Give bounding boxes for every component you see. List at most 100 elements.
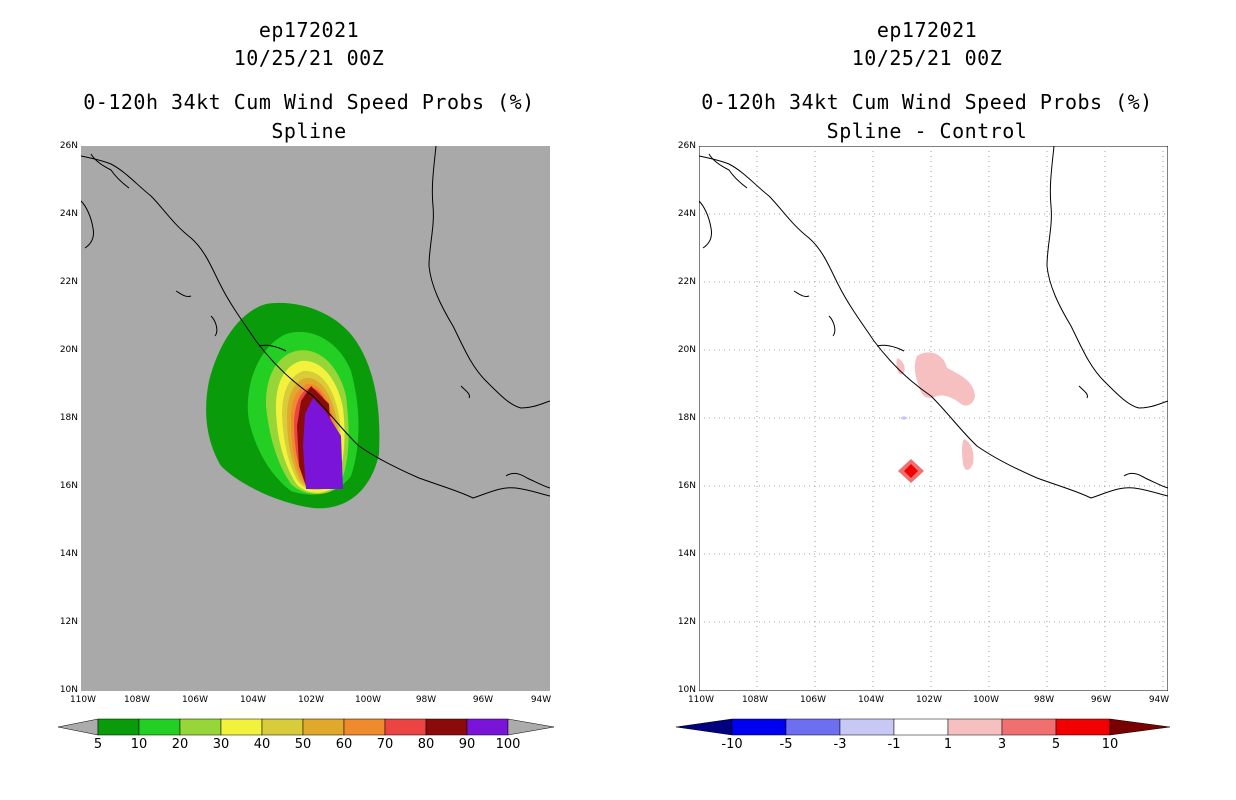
colorbar-segment-neg3-neg1 bbox=[839, 718, 895, 736]
colorbar-left-arrow bbox=[58, 718, 99, 736]
y-tick-label: 18N bbox=[677, 413, 696, 423]
left-panel: ep172021 10/25/21 00Z 0-120h 34kt Cum Wi… bbox=[58, 18, 554, 752]
colorbar-label: 50 bbox=[294, 737, 312, 752]
y-tick-label: 22N bbox=[677, 277, 696, 287]
x-tick-label: 94W bbox=[1148, 695, 1170, 705]
y-tick-label: 16N bbox=[59, 481, 78, 491]
x-tick-label: 94W bbox=[530, 695, 552, 705]
colorbar-label: -5 bbox=[779, 737, 793, 752]
colorbar-label: -10 bbox=[721, 737, 743, 752]
difference-map bbox=[698, 145, 1169, 692]
colorbar-label: 70 bbox=[376, 737, 394, 752]
colorbar-label: 10 bbox=[130, 737, 148, 752]
x-tick-label: 96W bbox=[1090, 695, 1112, 705]
x-tick-label: 104W bbox=[239, 695, 267, 705]
y-tick-label: 14N bbox=[59, 549, 78, 559]
colorbar-left-arrow bbox=[676, 718, 733, 736]
contour-1-3-east bbox=[962, 439, 974, 470]
map-background bbox=[698, 145, 1169, 692]
colorbar-label: 60 bbox=[335, 737, 353, 752]
colorbar-right-arrow bbox=[507, 718, 554, 736]
y-tick-label: 24N bbox=[677, 209, 696, 219]
right-panel: ep172021 10/25/21 00Z 0-120h 34kt Cum Wi… bbox=[618, 0, 1236, 800]
x-tick-label: 106W bbox=[181, 695, 209, 705]
colorbar-segment-70-80 bbox=[384, 718, 427, 736]
colorbar-segment-40-50 bbox=[261, 718, 304, 736]
y-tick-label: 22N bbox=[59, 277, 78, 287]
x-tick-label: 98W bbox=[415, 695, 437, 705]
y-tick-label: 20N bbox=[59, 345, 78, 355]
plot-title: 0-120h 34kt Cum Wind Speed Probs (%) bbox=[701, 90, 1153, 114]
x-tick-label: 104W bbox=[857, 695, 885, 705]
x-tick-label: 98W bbox=[1033, 695, 1055, 705]
contour-100 bbox=[303, 398, 343, 489]
colorbar-segment-60-70 bbox=[343, 718, 386, 736]
x-tick-label: 96W bbox=[472, 695, 494, 705]
x-tick-label: 100W bbox=[972, 695, 1000, 705]
y-tick-label: 12N bbox=[59, 617, 78, 627]
x-tick-label: 108W bbox=[123, 695, 151, 705]
contour-neg-1 bbox=[900, 416, 908, 420]
contour-1-3-west bbox=[896, 358, 905, 375]
probability-contours bbox=[206, 302, 380, 509]
colorbar-segment-10-20 bbox=[138, 718, 181, 736]
difference-colorbar bbox=[676, 718, 1171, 736]
contour-5-10-diamond bbox=[904, 464, 918, 478]
colorbar-segment-1-3 bbox=[947, 718, 1003, 736]
plot-title: 0-120h 34kt Cum Wind Speed Probs (%) bbox=[83, 90, 535, 114]
x-tick-label: 110W bbox=[69, 695, 97, 705]
y-tick-label: 26N bbox=[59, 141, 78, 151]
colorbar-label: 80 bbox=[417, 737, 435, 752]
y-tick-label: 24N bbox=[59, 209, 78, 219]
colorbar-right-arrow bbox=[1109, 718, 1171, 736]
probability-map bbox=[80, 145, 551, 691]
colorbar-label: 1 bbox=[943, 737, 953, 752]
x-tick-label: 102W bbox=[915, 695, 943, 705]
colorbar-segment-3-5 bbox=[1001, 718, 1057, 736]
colorbar-segment-neg5-neg3 bbox=[785, 718, 841, 736]
colorbar-label: 10 bbox=[1101, 737, 1119, 752]
colorbar-label: -1 bbox=[887, 737, 901, 752]
storm-id: ep172021 bbox=[876, 18, 978, 42]
colorbar-segment-20-30 bbox=[179, 718, 222, 736]
colorbar-label: 20 bbox=[171, 737, 189, 752]
y-tick-label: 14N bbox=[677, 549, 696, 559]
colorbar-label: 40 bbox=[253, 737, 271, 752]
storm-id: ep172021 bbox=[258, 18, 360, 42]
plot-subtitle: Spline - Control bbox=[826, 119, 1028, 143]
x-tick-label: 100W bbox=[354, 695, 382, 705]
y-tick-label: 26N bbox=[677, 141, 696, 151]
colorbar-segment-30-40 bbox=[220, 718, 263, 736]
probability-colorbar bbox=[58, 718, 554, 736]
colorbar-label: 100 bbox=[495, 737, 521, 752]
y-tick-label: 12N bbox=[677, 617, 696, 627]
colorbar-segment-80-90 bbox=[425, 718, 468, 736]
coastlines bbox=[698, 145, 1169, 499]
colorbar-segment-neg10-neg5 bbox=[731, 718, 787, 736]
colorbar-segment-5-10 bbox=[1055, 718, 1111, 736]
colorbar-label: 5 bbox=[1051, 737, 1061, 752]
datetime: 10/25/21 00Z bbox=[851, 46, 1003, 70]
coastlines bbox=[80, 145, 551, 499]
datetime: 10/25/21 00Z bbox=[233, 46, 385, 70]
colorbar-segment-50-60 bbox=[302, 718, 345, 736]
colorbar-label: 5 bbox=[93, 737, 103, 752]
y-tick-label: 10N bbox=[59, 685, 78, 695]
colorbar-segment-5-10 bbox=[97, 718, 140, 736]
y-tick-label: 20N bbox=[677, 345, 696, 355]
x-tick-label: 102W bbox=[297, 695, 325, 705]
colorbar-segment-neg1-1 bbox=[893, 718, 949, 736]
difference-contours bbox=[896, 352, 975, 483]
x-tick-label: 106W bbox=[799, 695, 827, 705]
colorbar-label: -3 bbox=[833, 737, 847, 752]
y-tick-label: 18N bbox=[59, 413, 78, 423]
y-tick-label: 10N bbox=[677, 685, 696, 695]
y-tick-label: 16N bbox=[677, 481, 696, 491]
contour-1-3-north bbox=[914, 352, 975, 406]
x-tick-label: 110W bbox=[687, 695, 715, 705]
plot-subtitle: Spline bbox=[271, 119, 347, 143]
colorbar-label: 3 bbox=[997, 737, 1007, 752]
colorbar-label: 90 bbox=[458, 737, 476, 752]
colorbar-label: 30 bbox=[212, 737, 230, 752]
x-tick-label: 108W bbox=[741, 695, 769, 705]
